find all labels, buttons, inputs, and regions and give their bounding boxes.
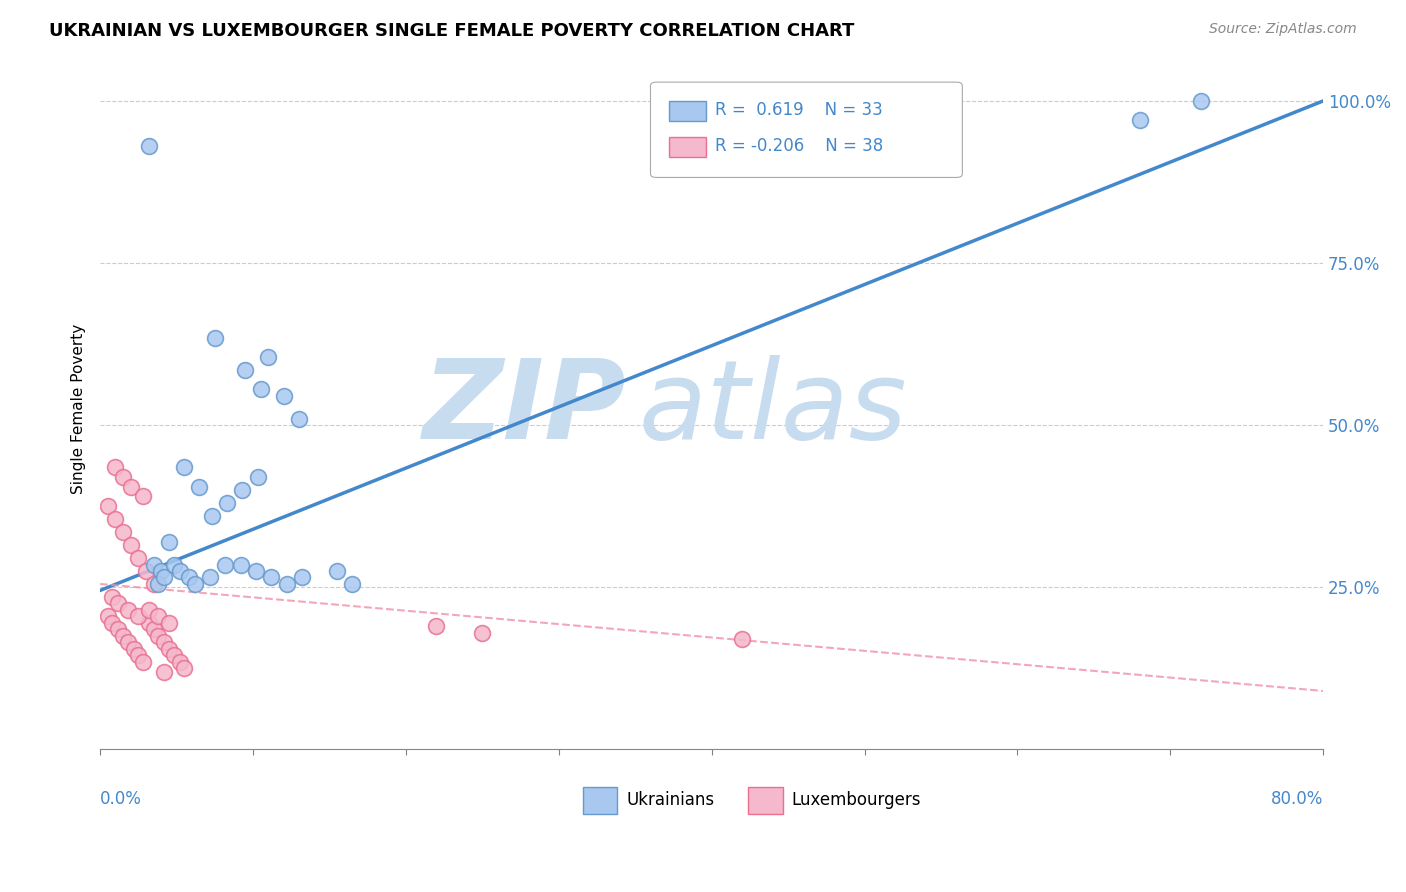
Point xyxy=(112,629,135,643)
Point xyxy=(1189,94,1212,108)
Point xyxy=(229,558,252,572)
Point xyxy=(104,512,127,526)
Point xyxy=(148,629,170,643)
Point xyxy=(273,389,295,403)
Bar xyxy=(748,787,783,814)
Point xyxy=(260,570,283,584)
Text: Luxembourgers: Luxembourgers xyxy=(792,790,921,809)
Point xyxy=(120,538,142,552)
Bar xyxy=(583,787,617,814)
Point xyxy=(471,625,494,640)
Point xyxy=(135,564,157,578)
Point xyxy=(246,470,269,484)
Point xyxy=(214,558,236,572)
Y-axis label: Single Female Poverty: Single Female Poverty xyxy=(72,324,86,494)
Text: atlas: atlas xyxy=(638,355,907,462)
Point xyxy=(97,499,120,513)
Point xyxy=(153,635,176,649)
Point xyxy=(731,632,754,646)
Text: 80.0%: 80.0% xyxy=(1271,790,1323,808)
Point xyxy=(112,470,135,484)
Point xyxy=(101,615,124,630)
Point xyxy=(150,564,173,578)
Point xyxy=(153,570,176,584)
Point xyxy=(162,558,184,572)
Point xyxy=(231,483,253,497)
Point xyxy=(142,623,165,637)
Point xyxy=(97,609,120,624)
Point xyxy=(169,655,191,669)
Point xyxy=(117,635,139,649)
Point xyxy=(127,609,149,624)
Point xyxy=(153,665,176,679)
Point xyxy=(127,551,149,566)
Point xyxy=(173,460,195,475)
Point xyxy=(235,363,257,377)
Text: R =  0.619    N = 33: R = 0.619 N = 33 xyxy=(716,101,883,119)
Point xyxy=(132,655,155,669)
Text: Source: ZipAtlas.com: Source: ZipAtlas.com xyxy=(1209,22,1357,37)
Point xyxy=(107,623,129,637)
Point xyxy=(184,577,207,591)
Point xyxy=(148,577,170,591)
Point xyxy=(112,525,135,540)
Point xyxy=(201,508,224,523)
Point xyxy=(177,570,200,584)
Point xyxy=(291,570,314,584)
Point xyxy=(120,480,142,494)
Bar xyxy=(669,136,706,157)
Point xyxy=(215,496,238,510)
Point xyxy=(142,558,165,572)
Text: 0.0%: 0.0% xyxy=(100,790,142,808)
Text: R = -0.206    N = 38: R = -0.206 N = 38 xyxy=(716,137,883,155)
Point xyxy=(326,564,349,578)
Point xyxy=(138,615,160,630)
Point xyxy=(276,577,298,591)
Point xyxy=(132,490,155,504)
Point xyxy=(107,596,129,610)
Point xyxy=(200,570,222,584)
Point xyxy=(117,603,139,617)
Text: ZIP: ZIP xyxy=(423,355,626,462)
Text: UKRAINIAN VS LUXEMBOURGER SINGLE FEMALE POVERTY CORRELATION CHART: UKRAINIAN VS LUXEMBOURGER SINGLE FEMALE … xyxy=(49,22,855,40)
Text: Ukrainians: Ukrainians xyxy=(626,790,714,809)
Point xyxy=(148,609,170,624)
Point xyxy=(142,577,165,591)
Point xyxy=(104,460,127,475)
Point xyxy=(288,411,311,425)
Point xyxy=(245,564,267,578)
Point xyxy=(162,648,184,663)
Point xyxy=(157,615,180,630)
Point xyxy=(138,603,160,617)
Point xyxy=(188,480,211,494)
Point xyxy=(122,641,145,656)
Point xyxy=(157,534,180,549)
Point xyxy=(169,564,191,578)
Point xyxy=(257,350,280,364)
Point xyxy=(138,139,160,153)
Point xyxy=(204,330,226,344)
Point xyxy=(127,648,149,663)
Point xyxy=(249,383,271,397)
Point xyxy=(173,661,195,675)
FancyBboxPatch shape xyxy=(651,82,962,178)
Point xyxy=(425,619,447,633)
Point xyxy=(101,590,124,604)
Point xyxy=(342,577,364,591)
Point xyxy=(1129,113,1152,128)
Point xyxy=(157,641,180,656)
Bar xyxy=(669,101,706,121)
